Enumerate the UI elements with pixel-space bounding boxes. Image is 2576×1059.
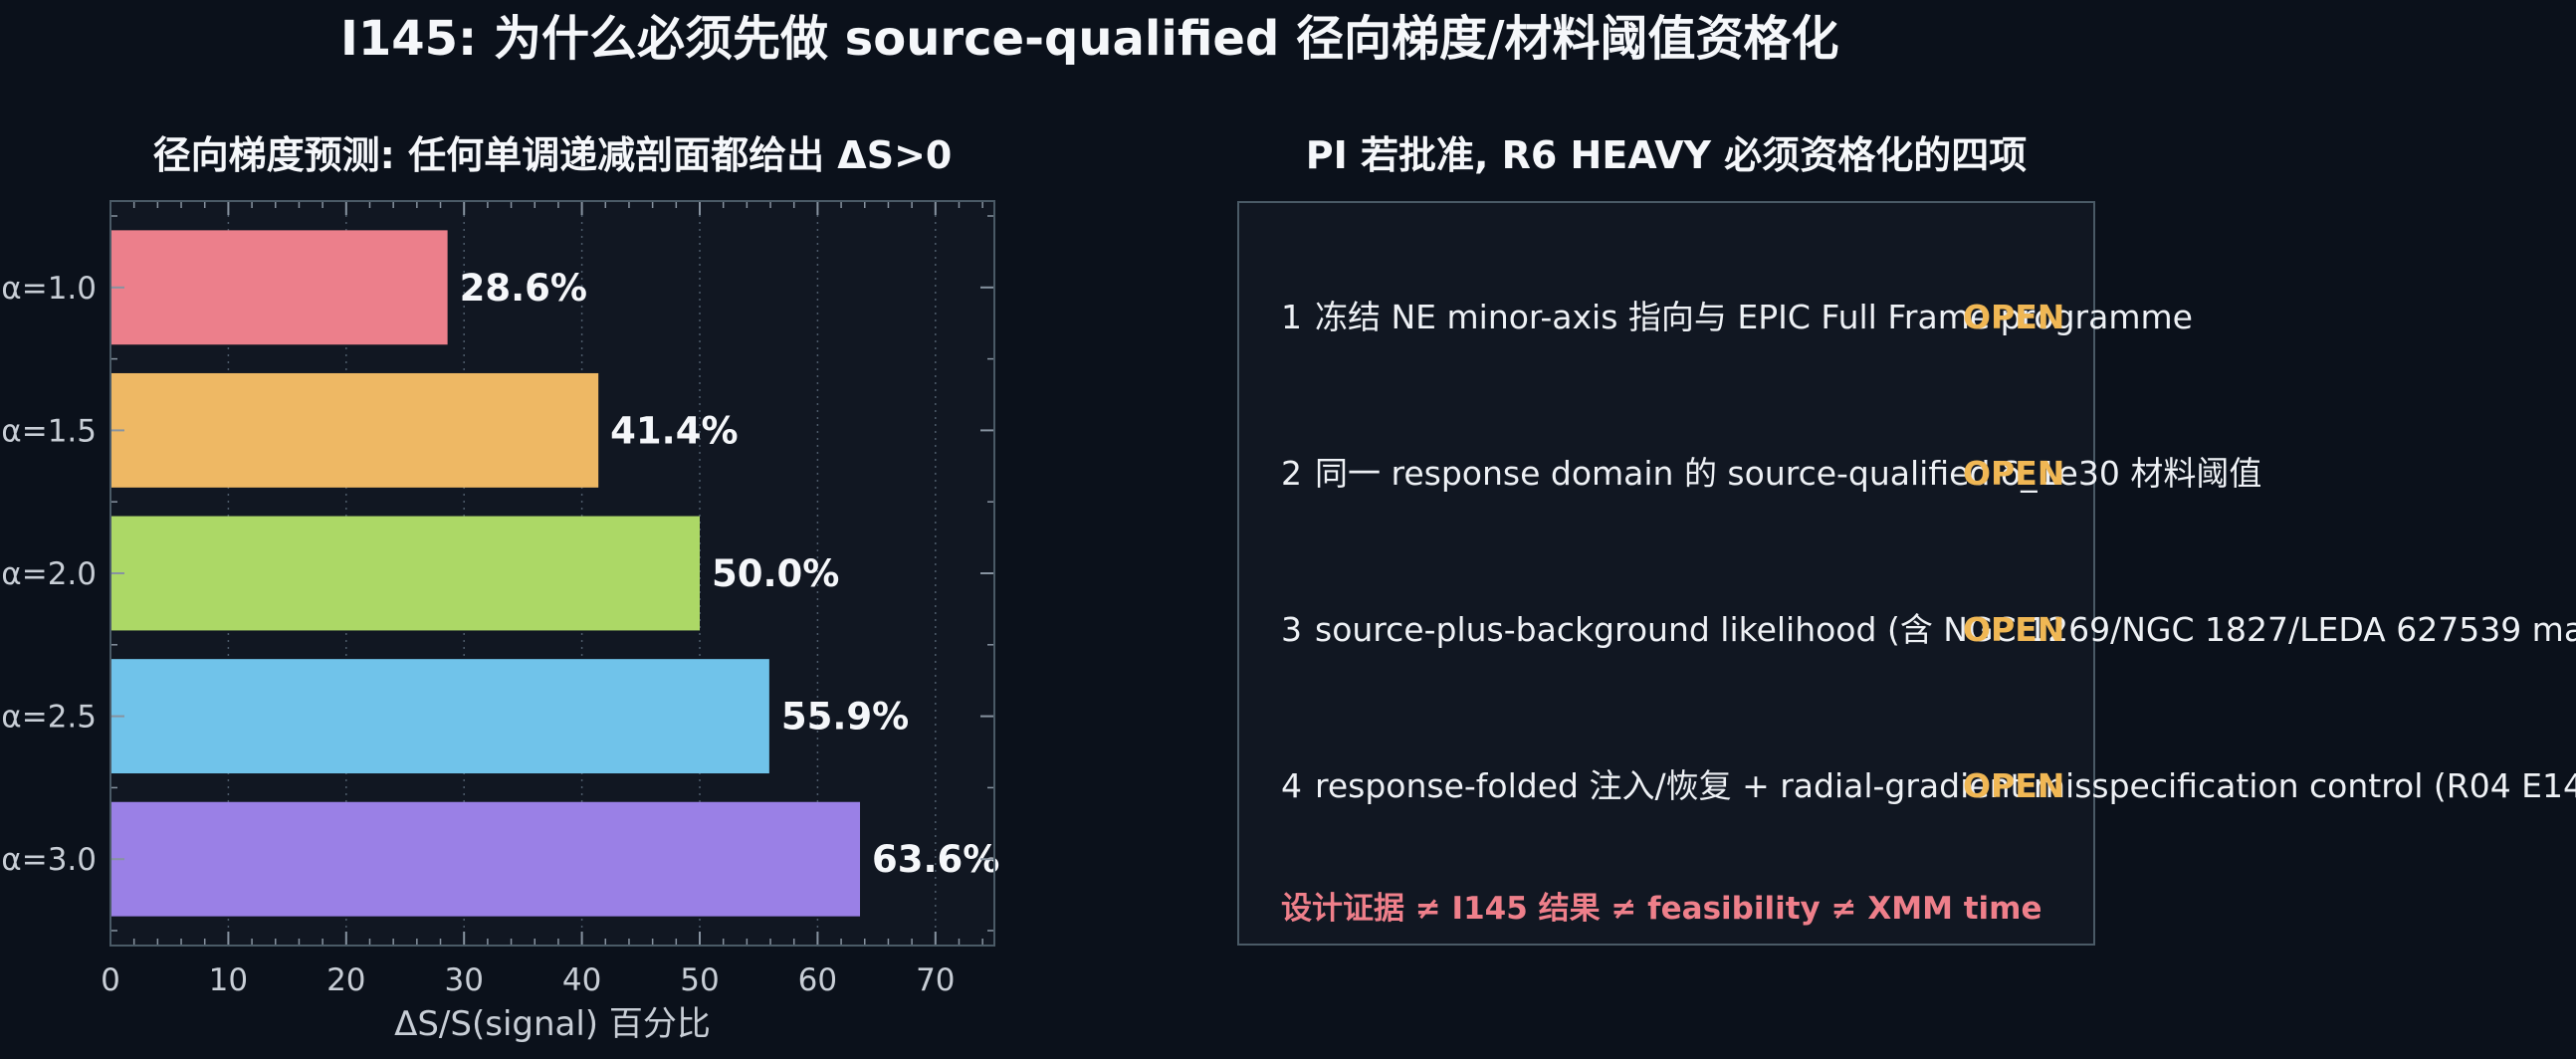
bar-value-label: 50.0% (712, 552, 839, 595)
checklist-item: 1 冻结 NE minor-axis 指向与 EPIC Full Frame pr… (1281, 293, 2193, 342)
x-tick-label: 60 (798, 962, 837, 998)
checklist-item: 2 同一 response domain 的 source-qualified δ… (1281, 449, 2261, 499)
bar (110, 801, 861, 917)
y-tick-label: α=2.0 (1, 556, 97, 592)
checklist-item-number: 4 (1281, 766, 1302, 805)
bar-value-label: 41.4% (610, 409, 738, 452)
bar-value-label: 55.9% (781, 696, 909, 739)
figure-title: I145: 为什么必须先做 source-qualified 径向梯度/材料阈值… (340, 11, 1839, 67)
bar-value-label: 28.6% (460, 267, 587, 310)
bar-value-label: 63.6% (872, 838, 999, 881)
y-tick-label: α=2.5 (1, 700, 97, 736)
checklist-item-text: source-plus-background likelihood (含 NGC… (1315, 610, 2576, 649)
status-badge: OPEN (1963, 298, 2065, 336)
bar (110, 372, 599, 488)
bar-chart: 28.6% 41.4% 50.0% 55.9% 63.6% 0 10 20 30 40 50 60 7… (1, 200, 999, 1044)
checklist-item-number: 3 (1281, 610, 1302, 649)
x-tick-label: 50 (680, 962, 719, 998)
chart-title: 径向梯度预测: 任何单调递减剖面都给出 ΔS>0 (152, 133, 953, 177)
checklist-item: 4 response-folded 注入/恢复 + radial-gradient… (1281, 761, 2576, 811)
checklist-item-number: 2 (1281, 454, 1302, 493)
x-tick-label: 10 (209, 962, 248, 998)
checklist-item-number: 1 (1281, 298, 1302, 336)
checklist-item-text: response-folded 注入/恢复 + radial-gradient … (1315, 766, 2576, 805)
bar (110, 659, 769, 774)
y-tick-label: α=1.0 (1, 271, 97, 307)
x-tick-label: 40 (562, 962, 601, 998)
bar (110, 516, 700, 631)
checklist-item-text: 同一 response domain 的 source-qualified δ_… (1315, 454, 2262, 493)
x-tick-label: 70 (916, 962, 955, 998)
y-tick-label: α=1.5 (1, 413, 97, 449)
x-axis-label: ΔS/S(signal) 百分比 (394, 1004, 711, 1044)
checklist-title: PI 若批准, R6 HEAVY 必须资格化的四项 (1305, 133, 2028, 177)
bar (110, 230, 448, 345)
status-badge: OPEN (1963, 766, 2065, 805)
y-tick-label: α=3.0 (1, 842, 97, 878)
checklist-item: 3 source-plus-background likelihood (含 NG… (1281, 605, 2576, 655)
status-badge: OPEN (1963, 610, 2065, 649)
footnote: 设计证据 ≠ I145 结果 ≠ feasibility ≠ XMM time (1281, 891, 2042, 927)
checklist-box (1237, 201, 2095, 946)
x-tick-label: 0 (101, 962, 120, 998)
checklist-item-text: 冻结 NE minor-axis 指向与 EPIC Full Frame pro… (1315, 298, 2193, 336)
plot-frame (109, 200, 995, 947)
x-tick-label: 30 (444, 962, 483, 998)
x-tick-label: 20 (326, 962, 365, 998)
status-badge: OPEN (1963, 454, 2065, 493)
